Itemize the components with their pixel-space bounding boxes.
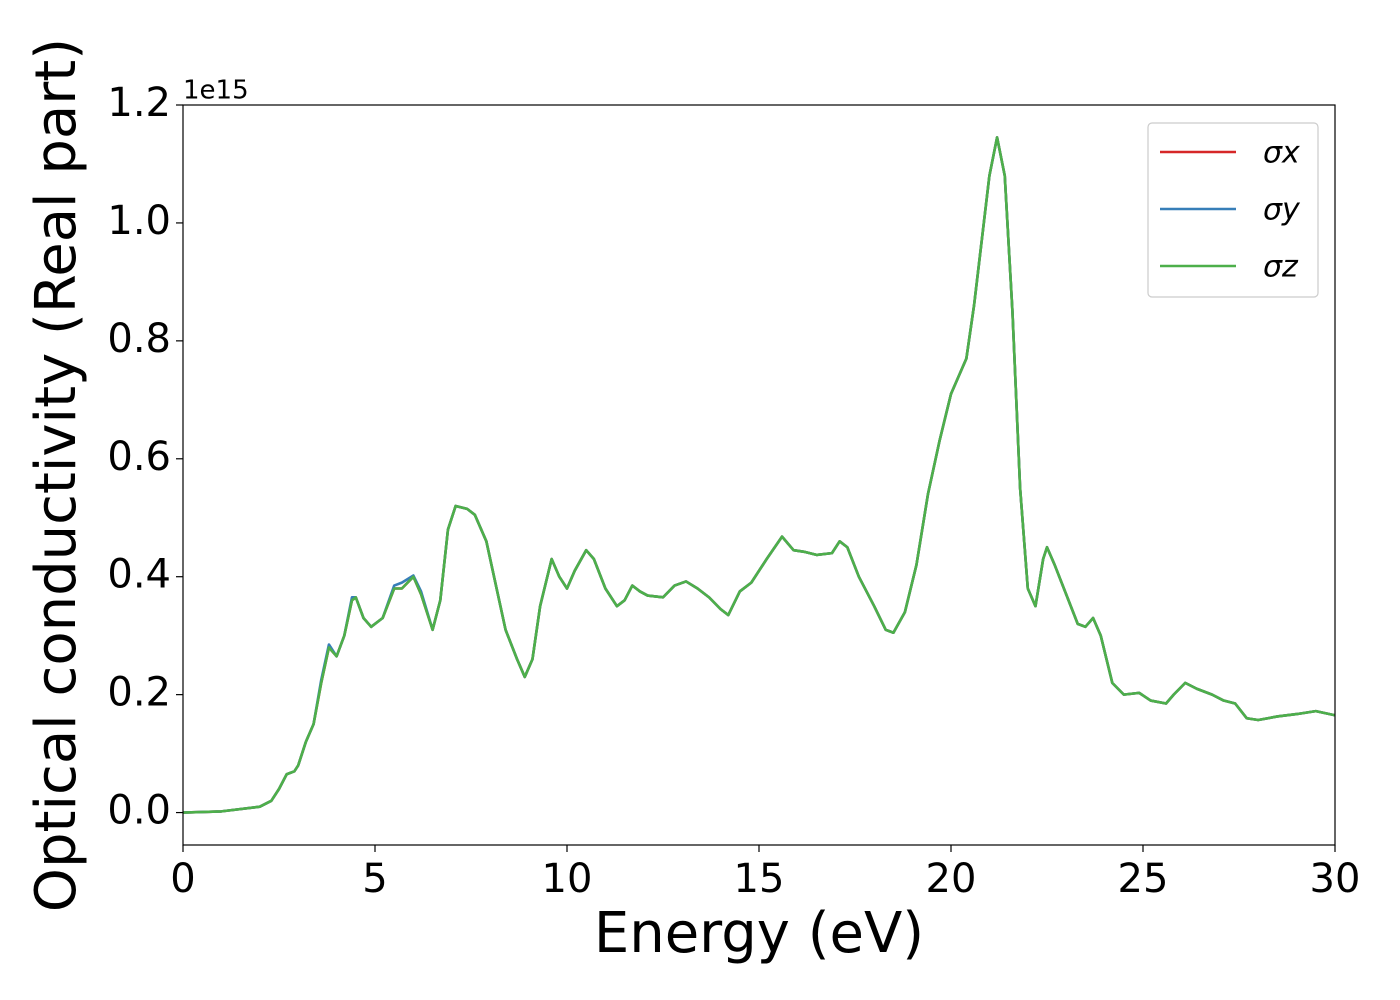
legend-label: σz bbox=[1263, 250, 1299, 285]
y-axis-label: Optical conductivity (Real part) bbox=[24, 38, 89, 912]
x-tick-label: 25 bbox=[1118, 856, 1169, 902]
legend-label: σx bbox=[1263, 136, 1300, 171]
y-tick-label: 0.8 bbox=[107, 316, 171, 362]
series-line bbox=[183, 136, 1335, 814]
x-tick-label: 20 bbox=[926, 856, 977, 902]
x-tick-label: 15 bbox=[734, 856, 785, 902]
y-tick-label: 0.4 bbox=[107, 552, 171, 598]
legend-label: σy bbox=[1263, 193, 1301, 228]
y-tick-label: 0.0 bbox=[107, 788, 171, 834]
x-axis-label: Energy (eV) bbox=[594, 901, 924, 966]
x-tick-label: 10 bbox=[542, 856, 593, 902]
y-offset-label: 1e15 bbox=[183, 76, 249, 106]
y-tick-label: 1.0 bbox=[107, 198, 171, 244]
x-tick-label: 0 bbox=[170, 856, 195, 902]
y-tick-label: 0.2 bbox=[107, 670, 171, 716]
x-tick-label: 30 bbox=[1310, 856, 1361, 902]
y-tick-label: 0.6 bbox=[107, 434, 171, 480]
y-tick-label: 1.2 bbox=[107, 80, 171, 126]
plot-frame bbox=[182, 104, 1336, 846]
x-tick-label: 5 bbox=[362, 856, 387, 902]
